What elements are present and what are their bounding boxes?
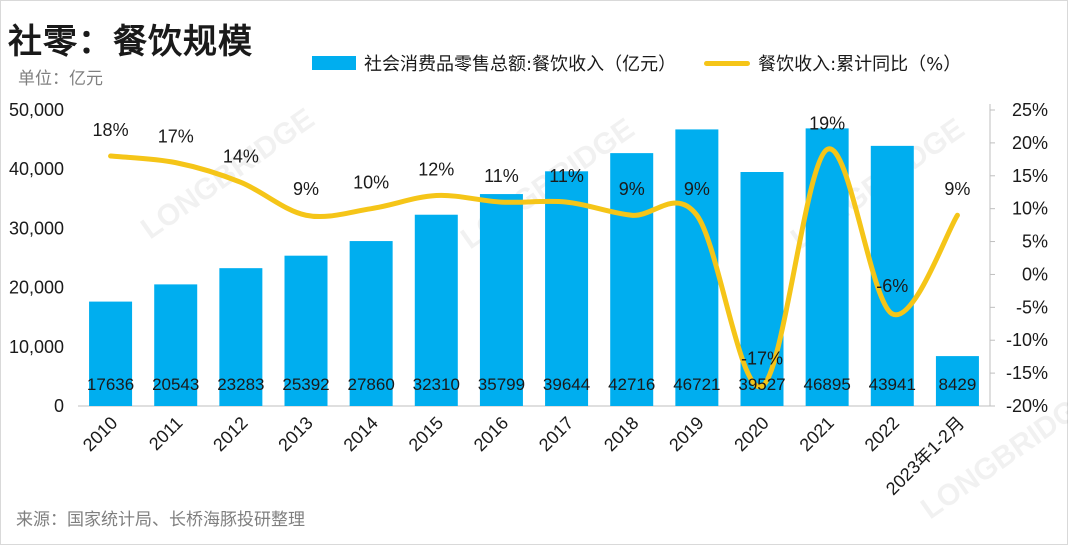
x-tick-label: 2015 xyxy=(405,413,447,455)
y-left-tick-label: 50,000 xyxy=(9,100,64,120)
y-left-tick-label: 20,000 xyxy=(9,278,64,298)
x-tick-label: 2018 xyxy=(600,413,642,455)
y-right-tick-label: 25% xyxy=(1012,100,1048,120)
y-left-tick-label: 40,000 xyxy=(9,159,64,179)
bar xyxy=(675,129,718,406)
x-tick-label: 2010 xyxy=(79,413,121,455)
x-tick-label: 2013 xyxy=(274,413,316,455)
x-tick-label: 2021 xyxy=(796,413,838,455)
bar-value-label: 43941 xyxy=(869,375,916,394)
line-value-label: 12% xyxy=(418,160,454,180)
bar-value-label: 27860 xyxy=(348,375,395,394)
line-value-label: 9% xyxy=(619,179,645,199)
bar-value-label: 8429 xyxy=(939,375,977,394)
bar-value-label: 42716 xyxy=(608,375,655,394)
x-tick-label: 2012 xyxy=(209,413,251,455)
y-left-tick-label: 10,000 xyxy=(9,337,64,357)
y-right-tick-label: -15% xyxy=(1006,363,1048,383)
y-right-tick-label: 5% xyxy=(1022,232,1048,252)
x-tick-label: 2017 xyxy=(535,413,577,455)
y-left-tick-label: 0 xyxy=(54,396,64,416)
line-value-label: -17% xyxy=(741,348,783,368)
bar-value-label: 46721 xyxy=(673,375,720,394)
line-value-label: 9% xyxy=(293,179,319,199)
combo-chart: LONGBRIDGELONGBRIDGELONGBRIDGELONGBRIDGE… xyxy=(0,0,1068,545)
x-tick-label: 2020 xyxy=(730,413,772,455)
line-value-label: 19% xyxy=(809,113,845,133)
x-tick-label: 2022 xyxy=(861,413,903,455)
y-right-tick-label: -20% xyxy=(1006,396,1048,416)
line-value-label: 9% xyxy=(684,179,710,199)
bar-value-label: 20543 xyxy=(152,375,199,394)
bar-value-label: 39527 xyxy=(738,375,785,394)
line-value-label: 10% xyxy=(353,173,389,193)
bar-value-label: 32310 xyxy=(413,375,460,394)
x-tick-label: 2016 xyxy=(470,413,512,455)
line-value-label: 11% xyxy=(549,166,584,186)
bar-value-label: 35799 xyxy=(478,375,525,394)
y-left-tick-label: 30,000 xyxy=(9,218,64,238)
x-tick-label: 2019 xyxy=(665,413,707,455)
y-right-tick-label: 15% xyxy=(1012,166,1048,186)
line-value-label: 9% xyxy=(944,179,970,199)
line-value-label: -6% xyxy=(876,276,908,296)
line-value-label: 11% xyxy=(484,166,519,186)
bar-value-label: 17636 xyxy=(87,375,134,394)
y-right-tick-label: -10% xyxy=(1006,330,1048,350)
bar-value-label: 25392 xyxy=(282,375,329,394)
bar-value-label: 39644 xyxy=(543,375,590,394)
y-right-tick-label: -5% xyxy=(1016,297,1048,317)
bar-value-label: 46895 xyxy=(804,375,851,394)
y-right-tick-label: 20% xyxy=(1012,133,1048,153)
line-value-label: 14% xyxy=(223,146,259,166)
line-value-label: 18% xyxy=(93,120,129,140)
y-right-tick-label: 10% xyxy=(1012,199,1048,219)
watermark-text: LONGBRIDGE xyxy=(135,102,320,246)
y-right-tick-label: 0% xyxy=(1022,264,1048,284)
x-tick-label: 2014 xyxy=(340,413,382,455)
x-tick-label: 2011 xyxy=(145,413,187,455)
bar-value-label: 23283 xyxy=(217,375,264,394)
line-value-label: 17% xyxy=(158,127,194,147)
source-note: 来源：国家统计局、长桥海豚投研整理 xyxy=(16,505,305,530)
